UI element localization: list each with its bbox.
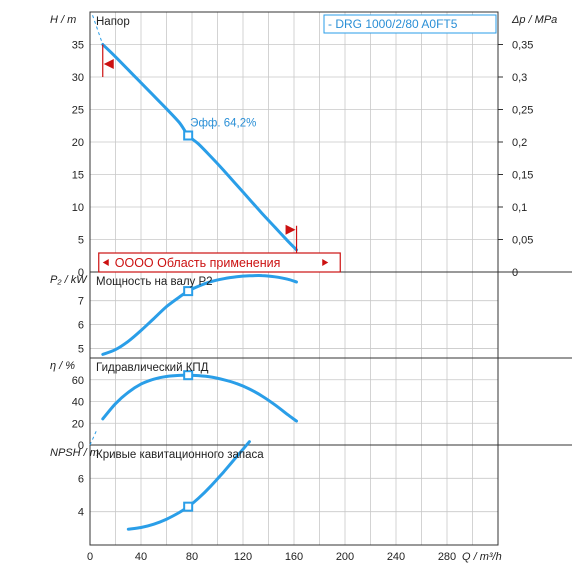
- y-tick-label: 20: [72, 137, 84, 149]
- region-label: OOOO Область применения: [115, 256, 281, 270]
- y-axis-label: η / %: [50, 360, 75, 372]
- head-extension-line: [92, 15, 104, 45]
- x-tick-label: 120: [234, 551, 252, 563]
- region-box: [98, 252, 341, 273]
- y-tick-label: 25: [72, 105, 84, 117]
- power-curve: [101, 274, 298, 356]
- y-tick-label: 15: [72, 170, 84, 182]
- x-tick-label: 0: [87, 551, 93, 563]
- y2-tick-label: 0,25: [512, 105, 533, 117]
- plot-frame: [89, 11, 499, 546]
- curve-layer: [89, 15, 298, 531]
- x-tick-label: 280: [438, 551, 456, 563]
- y2-tick-label: 0,35: [512, 40, 533, 52]
- limit-marker-left: [103, 59, 114, 69]
- power-operating-point: [183, 286, 194, 297]
- y-tick-label: 7: [78, 296, 84, 308]
- y2-axis-label: Δp / MPa: [511, 14, 557, 26]
- label-layer: 0 40 80 120 160 200 240 280 Q / m³/h051015202530…: [50, 14, 557, 563]
- y2-tick-label: 0,2: [512, 137, 527, 149]
- y-tick-label: 35: [72, 40, 84, 52]
- head-operating-point: [183, 130, 194, 141]
- panel-title: Напор: [96, 16, 130, 28]
- y-tick-label: 60: [72, 375, 84, 387]
- y2-tick-label: 0,05: [512, 235, 533, 247]
- panel-title: Гидравлический КПД: [96, 362, 209, 374]
- y-axis-label: NPSH / m: [50, 447, 99, 459]
- y-tick-label: 20: [72, 418, 84, 430]
- x-tick-label: 240: [387, 551, 405, 563]
- x-tick-label: 200: [336, 551, 354, 563]
- panel-title: Мощность на валу P2: [96, 276, 213, 288]
- y-axis-label: P₂ / kW: [50, 274, 88, 286]
- y2-tick-label: 0: [512, 267, 518, 279]
- y-tick-label: 0: [78, 267, 84, 279]
- y-axis-label: H / m: [50, 14, 76, 26]
- y2-tick-label: 0,15: [512, 170, 533, 182]
- x-tick-label: 80: [186, 551, 198, 563]
- model-label: - DRG 1000/2/80 A0FT5: [328, 17, 458, 31]
- efficiency-label: Эфф. 64,2%: [190, 118, 256, 130]
- x-tick-label: 160: [285, 551, 303, 563]
- efficiency-intercept-line: [89, 430, 97, 446]
- y-tick-label: 40: [72, 397, 84, 409]
- y2-tick-label: 0,1: [512, 202, 527, 214]
- head-curve: [101, 43, 298, 252]
- y-tick-label: 30: [72, 72, 84, 84]
- y-tick-label: 6: [78, 473, 84, 485]
- y-tick-label: 5: [78, 235, 84, 247]
- y-tick-label: 10: [72, 202, 84, 214]
- region-arrow-right: [322, 259, 329, 266]
- efficiency-operating-point: [183, 370, 194, 381]
- y-tick-label: 5: [78, 343, 84, 355]
- panel-title: Кривые кавитационного запаса: [96, 449, 264, 461]
- limit-marker-right: [285, 224, 296, 235]
- grid-layer: [89, 11, 572, 546]
- y-tick-label: 4: [78, 507, 84, 519]
- model-label-box: [323, 14, 497, 34]
- npsh-operating-point: [183, 501, 194, 512]
- y2-tick-label: 0,3: [512, 72, 527, 84]
- region-arrow-left: [102, 259, 109, 266]
- x-axis-label: Q / m³/h: [462, 551, 502, 563]
- x-tick-label: 40: [135, 551, 147, 563]
- y-tick-label: 0: [78, 440, 84, 452]
- y-tick-label: 6: [78, 320, 84, 332]
- efficiency-curve: [101, 373, 298, 423]
